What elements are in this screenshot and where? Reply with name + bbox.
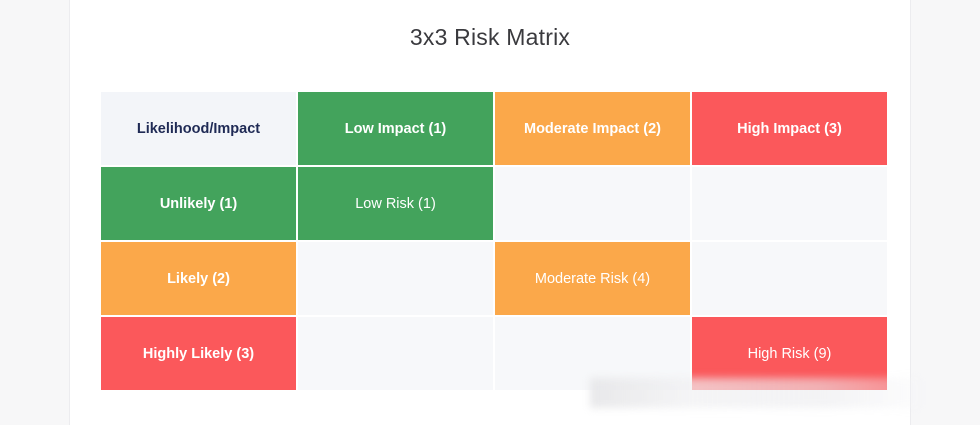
risk-matrix: Likelihood/Impact Low Impact (1) Moderat… [101, 92, 887, 390]
page-title: 3x3 Risk Matrix [409, 24, 571, 50]
matrix-cell-empty [495, 167, 690, 240]
impact-header-low: Low Impact (1) [298, 92, 493, 165]
matrix-cell-empty [298, 242, 493, 315]
likelihood-header-unlikely: Unlikely (1) [101, 167, 296, 240]
matrix-cell-empty [692, 242, 887, 315]
risk-cell-high: High Risk (9) [692, 317, 887, 390]
impact-header-moderate: Moderate Impact (2) [495, 92, 690, 165]
corner-header: Likelihood/Impact [101, 92, 296, 165]
likelihood-header-likely: Likely (2) [101, 242, 296, 315]
likelihood-header-highly-likely: Highly Likely (3) [101, 317, 296, 390]
matrix-cell-empty [495, 317, 690, 390]
risk-cell-moderate: Moderate Risk (4) [495, 242, 690, 315]
matrix-cell-empty [692, 167, 887, 240]
risk-cell-low: Low Risk (1) [298, 167, 493, 240]
impact-header-high: High Impact (3) [692, 92, 887, 165]
matrix-cell-empty [298, 317, 493, 390]
content-card: 3x3 Risk Matrix Likelihood/Impact Low Im… [69, 0, 911, 425]
blurred-watermark [590, 378, 920, 408]
